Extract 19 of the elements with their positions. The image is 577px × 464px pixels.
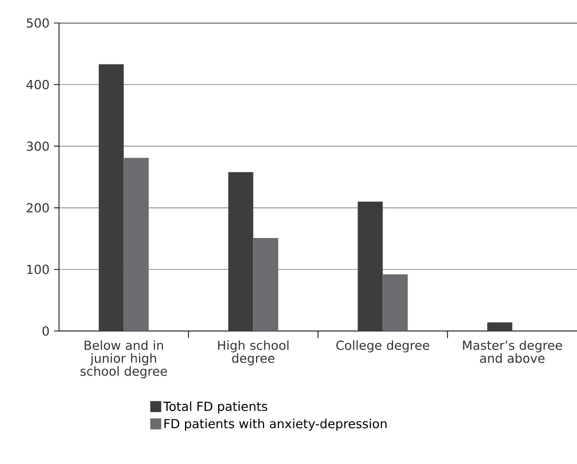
bar [382,274,408,331]
bar [124,158,149,331]
y-tick-label: 200 [26,203,49,213]
bar [253,238,278,331]
legend-label: FD patients with anxiety-depression [164,418,387,431]
bar [228,172,254,331]
x-tick-label: High school degree [218,340,288,366]
y-tick-label: 300 [26,141,49,151]
bar [487,322,512,331]
x-tick-label: Below and in junior high school degree [80,340,167,378]
y-tick-label: 500 [26,18,49,28]
y-tick-label: 400 [26,80,49,90]
bar [98,64,124,331]
x-tick-label: College degree [336,340,430,352]
y-tick-label: 0 [42,326,49,336]
y-tick-label: 100 [27,264,49,274]
bar [358,202,383,331]
legend-label: Total FD patients [163,401,268,414]
x-tick-label: Master’s degree and above [463,340,562,363]
